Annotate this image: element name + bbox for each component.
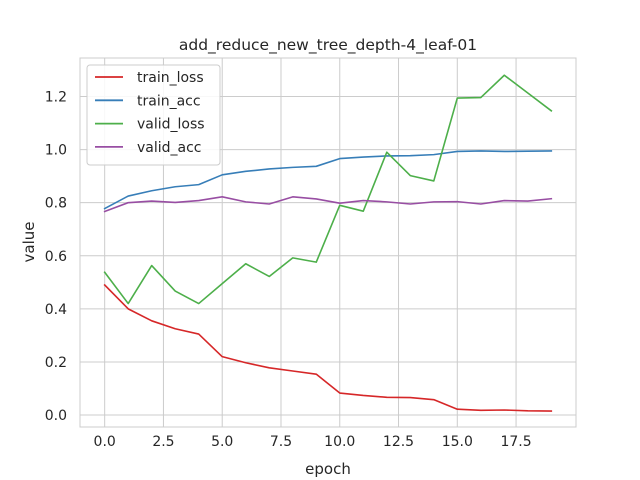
series-line-valid-acc	[103, 196, 553, 213]
series-line-train-acc	[103, 150, 553, 210]
x-tick-label: 2.5	[152, 434, 174, 450]
x-tick-label: 12.5	[383, 434, 414, 450]
legend-label-train-acc: train_acc	[137, 93, 201, 109]
x-axis-label: epoch	[305, 460, 351, 478]
x-tick-label: 5.0	[211, 434, 233, 450]
x-tick-label: 15.0	[442, 434, 473, 450]
y-tick-label: 1.0	[45, 143, 67, 159]
x-tick-label: 17.5	[500, 434, 531, 450]
grid-lines	[80, 58, 576, 427]
x-tick-labels: 0.0 2.5 5.0 7.5 10.0 12.5 15.0 17.5	[94, 434, 532, 450]
legend-label-train-loss: train_loss	[137, 70, 204, 86]
y-tick-label: 0.0	[45, 408, 67, 424]
y-tick-labels: 0.0 0.2 0.4 0.6 0.8 1.0 1.2	[45, 89, 67, 424]
series-line-valid-loss	[103, 74, 553, 305]
x-tick-label: 10.0	[324, 434, 355, 450]
legend-label-valid-loss: valid_loss	[137, 117, 205, 133]
legend-box	[86, 64, 221, 166]
y-tick-label: 0.6	[45, 249, 67, 265]
series-line-train-loss	[103, 283, 553, 412]
series-lines	[103, 74, 553, 412]
y-tick-label: 0.2	[45, 355, 67, 371]
legend: train_loss train_acc valid_loss valid_acc	[86, 64, 221, 166]
y-tick-label: 1.2	[45, 89, 67, 105]
y-axis-label: value	[20, 222, 38, 263]
plot-frame	[79, 57, 577, 428]
legend-label-valid-acc: valid_acc	[137, 140, 202, 156]
chart-title: add_reduce_new_tree_depth-4_leaf-01	[179, 36, 477, 55]
y-tick-label: 0.4	[45, 302, 67, 318]
x-tick-label: 0.0	[94, 434, 116, 450]
x-tick-label: 7.5	[270, 434, 292, 450]
y-tick-label: 0.8	[45, 196, 67, 212]
